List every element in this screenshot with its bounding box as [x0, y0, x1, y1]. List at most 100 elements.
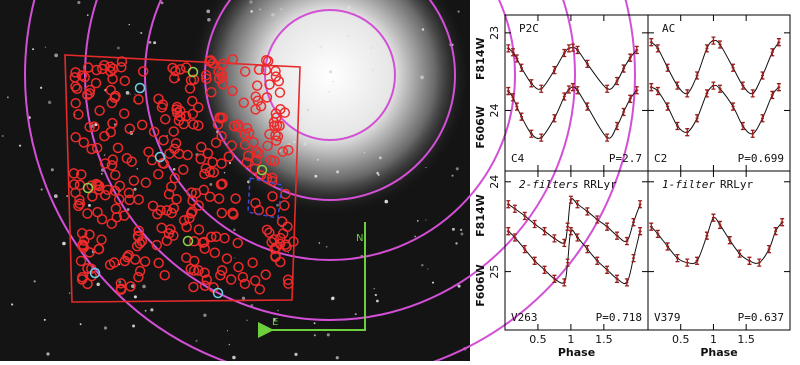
star	[33, 280, 36, 283]
candidate	[93, 180, 105, 192]
star	[336, 170, 340, 174]
candidate	[239, 66, 251, 77]
candidate	[133, 271, 144, 283]
candidate	[119, 75, 131, 87]
data-point	[685, 258, 690, 267]
data-point	[621, 64, 626, 73]
star	[136, 168, 138, 170]
candidate	[115, 284, 127, 296]
x-tick-label: 1	[567, 333, 574, 346]
star	[459, 228, 463, 232]
candidate	[261, 92, 273, 103]
candidate	[153, 169, 164, 180]
data-point	[624, 236, 629, 246]
candidate	[270, 71, 282, 82]
x-tick-label: 1	[710, 333, 717, 346]
candidate	[122, 251, 133, 263]
data-point	[514, 54, 519, 63]
star	[271, 12, 275, 17]
y-axis-label: F606W	[474, 264, 487, 307]
candidate	[187, 95, 198, 107]
star	[47, 100, 52, 105]
candidate	[140, 177, 152, 188]
data-point	[655, 86, 660, 96]
data-point	[747, 256, 752, 265]
candidate	[106, 160, 118, 171]
star	[451, 227, 455, 231]
x-tick-label: 1.5	[737, 333, 755, 346]
star	[62, 241, 66, 246]
candidate	[193, 102, 204, 113]
candidate	[153, 257, 164, 269]
candidate	[82, 263, 93, 274]
candidate	[89, 267, 101, 279]
star-id: V263	[511, 311, 538, 324]
data-point	[773, 227, 778, 236]
candidate	[84, 121, 95, 133]
candidate	[279, 200, 290, 211]
data-point	[695, 114, 700, 123]
candidate	[282, 274, 294, 286]
data-point	[776, 83, 781, 92]
star	[371, 68, 375, 71]
data-point	[740, 121, 745, 131]
star	[293, 140, 296, 144]
star	[101, 173, 103, 175]
star	[43, 318, 46, 321]
star	[53, 194, 58, 198]
candidate	[253, 148, 265, 159]
data-point	[510, 93, 515, 102]
y-tick-label: 25	[488, 265, 501, 279]
y-axis-label: F606W	[474, 106, 487, 149]
candidate	[113, 193, 125, 205]
data-point	[552, 114, 557, 123]
data-point	[605, 84, 610, 93]
star	[150, 308, 154, 312]
candidate	[280, 188, 291, 200]
candidate	[256, 164, 268, 176]
star	[396, 81, 399, 83]
candidate	[265, 154, 277, 166]
star	[118, 280, 122, 284]
candidate	[205, 231, 217, 243]
candidate	[91, 64, 102, 76]
candidate	[87, 191, 98, 202]
candidate	[115, 278, 127, 289]
candidate	[193, 120, 204, 131]
candidate	[133, 225, 145, 237]
y-tick-label: 23	[488, 26, 501, 40]
candidate	[70, 67, 81, 78]
candidate	[170, 138, 182, 149]
candidate	[173, 148, 185, 160]
panel-frame	[647, 14, 791, 172]
isophote	[24, 0, 636, 365]
candidate	[241, 157, 252, 168]
candidate	[109, 92, 120, 104]
candidate	[82, 182, 94, 194]
data-point	[717, 84, 722, 93]
star	[228, 343, 231, 346]
data-point	[621, 107, 626, 117]
panel: 23 24 F814W F606W P2C C4 P=2.7	[474, 14, 649, 172]
data-point	[510, 48, 515, 57]
star	[376, 171, 379, 175]
candidate	[201, 274, 213, 285]
star	[77, 1, 81, 5]
data-point	[675, 253, 680, 263]
star	[363, 152, 366, 154]
candidate	[243, 150, 254, 162]
panel-label: AC	[662, 22, 675, 35]
star	[132, 324, 135, 328]
candidate	[134, 82, 146, 94]
data-point	[539, 133, 544, 142]
candidate	[73, 200, 84, 212]
data-point	[615, 121, 620, 131]
candidate	[199, 267, 210, 279]
star	[427, 268, 429, 270]
candidate	[283, 278, 294, 289]
y-tick-label: 24	[488, 103, 501, 117]
data-point	[760, 114, 765, 123]
candidate	[136, 119, 148, 131]
candidate	[71, 83, 83, 95]
